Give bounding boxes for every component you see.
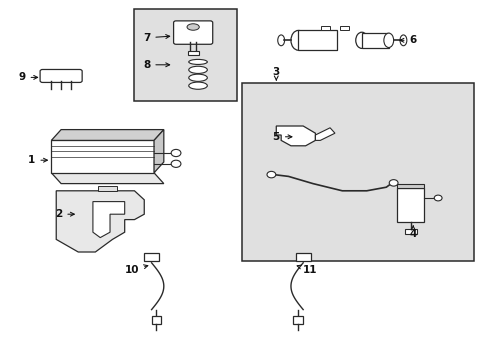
Polygon shape bbox=[154, 130, 163, 173]
Polygon shape bbox=[56, 191, 144, 252]
Bar bbox=[293, 316, 303, 324]
Bar bbox=[404, 229, 416, 234]
Ellipse shape bbox=[388, 180, 397, 186]
Text: 10: 10 bbox=[124, 265, 147, 275]
Bar bbox=[361, 33, 388, 48]
Bar bbox=[298, 31, 337, 50]
Bar bbox=[340, 26, 348, 30]
Polygon shape bbox=[51, 130, 163, 140]
Text: 7: 7 bbox=[142, 33, 169, 43]
Ellipse shape bbox=[171, 160, 181, 167]
Text: 11: 11 bbox=[297, 265, 317, 275]
Text: 9: 9 bbox=[19, 72, 38, 82]
Polygon shape bbox=[51, 140, 154, 173]
Text: 4: 4 bbox=[408, 226, 416, 239]
Ellipse shape bbox=[433, 195, 441, 201]
Bar bbox=[396, 184, 424, 188]
Polygon shape bbox=[93, 202, 124, 238]
Bar bbox=[295, 253, 310, 261]
Ellipse shape bbox=[277, 35, 284, 46]
Ellipse shape bbox=[188, 59, 207, 64]
Polygon shape bbox=[98, 186, 117, 191]
Ellipse shape bbox=[290, 31, 305, 50]
Bar bbox=[187, 51, 198, 55]
Ellipse shape bbox=[188, 82, 207, 89]
Text: 2: 2 bbox=[55, 209, 74, 219]
Ellipse shape bbox=[266, 171, 275, 178]
Bar bbox=[242, 83, 473, 261]
Polygon shape bbox=[51, 173, 163, 184]
FancyBboxPatch shape bbox=[173, 21, 212, 44]
Bar bbox=[144, 253, 159, 261]
Polygon shape bbox=[276, 126, 315, 146]
Ellipse shape bbox=[188, 66, 207, 73]
Bar bbox=[151, 316, 161, 324]
Text: 5: 5 bbox=[272, 132, 291, 142]
FancyBboxPatch shape bbox=[40, 69, 82, 82]
Ellipse shape bbox=[383, 33, 393, 48]
Ellipse shape bbox=[186, 24, 199, 30]
Polygon shape bbox=[315, 128, 334, 140]
Text: 6: 6 bbox=[399, 35, 416, 45]
Ellipse shape bbox=[399, 35, 406, 46]
Text: 3: 3 bbox=[272, 67, 279, 80]
Bar bbox=[396, 188, 424, 222]
Bar bbox=[134, 9, 237, 101]
Ellipse shape bbox=[355, 32, 367, 49]
Text: 8: 8 bbox=[143, 60, 169, 70]
Ellipse shape bbox=[188, 74, 207, 81]
Text: 1: 1 bbox=[28, 155, 47, 165]
Bar bbox=[320, 26, 329, 30]
Ellipse shape bbox=[171, 149, 181, 157]
